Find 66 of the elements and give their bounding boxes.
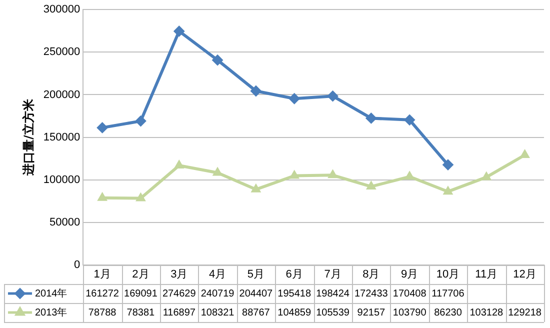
- point: [174, 26, 185, 37]
- x-tick-label: 7月: [324, 268, 342, 281]
- point: [97, 192, 108, 201]
- y-tick-label: 50000: [50, 216, 80, 228]
- legend-label: 2013年: [35, 306, 68, 318]
- data-label: 117706: [432, 288, 465, 300]
- data-label: 86230: [434, 307, 462, 318]
- data-label: 204407: [239, 288, 274, 300]
- y-axis-title: 进口量/立方米: [21, 98, 36, 176]
- point: [443, 186, 453, 195]
- point: [520, 149, 530, 158]
- point: [328, 170, 338, 178]
- data-label: 172433: [354, 288, 388, 300]
- x-tick-label: 8月: [362, 268, 380, 281]
- point: [366, 181, 376, 190]
- data-label: 92157: [357, 307, 386, 318]
- x-tick-label: 11月: [475, 268, 498, 281]
- data-label: 88767: [242, 307, 270, 318]
- data-label: 240719: [200, 288, 235, 300]
- data-label: 108321: [200, 307, 235, 318]
- x-tick-label: 5月: [247, 268, 265, 281]
- x-tick-label: 9月: [401, 268, 418, 281]
- point: [366, 112, 377, 124]
- data-label: 161272: [86, 288, 120, 300]
- point: [212, 54, 224, 66]
- point: [288, 93, 300, 104]
- y-tick-label: 0: [74, 259, 80, 272]
- data-label: 198424: [316, 288, 350, 300]
- data-label: 195418: [278, 288, 312, 300]
- data-label: 170408: [392, 288, 427, 300]
- point: [135, 116, 146, 127]
- x-tick-label: 12月: [513, 268, 536, 281]
- data-label: 103128: [470, 307, 504, 318]
- data-label: 169091: [124, 288, 158, 300]
- point: [174, 160, 184, 168]
- data-label: 78381: [126, 307, 156, 318]
- x-tick-label: 6月: [286, 268, 303, 281]
- data-label: 116897: [162, 307, 196, 318]
- point: [96, 122, 108, 134]
- y-tick-label: 100000: [43, 174, 80, 186]
- data-label: 78788: [88, 307, 117, 318]
- point: [404, 171, 414, 180]
- point: [250, 85, 262, 96]
- x-tick-label: 1月: [94, 268, 111, 281]
- point: [327, 90, 338, 102]
- point: [442, 159, 454, 170]
- data-label: 129218: [508, 307, 542, 318]
- x-tick-label: 3月: [170, 268, 188, 281]
- data-label: 104859: [278, 307, 312, 318]
- point: [136, 192, 146, 202]
- point: [404, 114, 416, 126]
- x-tick-label: 2月: [132, 268, 150, 281]
- point: [482, 172, 492, 180]
- y-tick-label: 150000: [43, 131, 80, 144]
- y-tick-label: 300000: [43, 4, 80, 16]
- legend-label: 2014年: [35, 287, 68, 300]
- point: [251, 184, 261, 192]
- data-label: 103790: [392, 307, 427, 318]
- data-label: 274629: [162, 288, 196, 300]
- y-tick-label: 250000: [43, 46, 80, 58]
- point: [290, 170, 300, 179]
- data-label: 105539: [316, 307, 350, 318]
- x-tick-label: 4月: [208, 268, 226, 281]
- point: [212, 167, 222, 176]
- x-tick-label: 10月: [436, 268, 460, 281]
- y-tick-label: 200000: [43, 88, 80, 101]
